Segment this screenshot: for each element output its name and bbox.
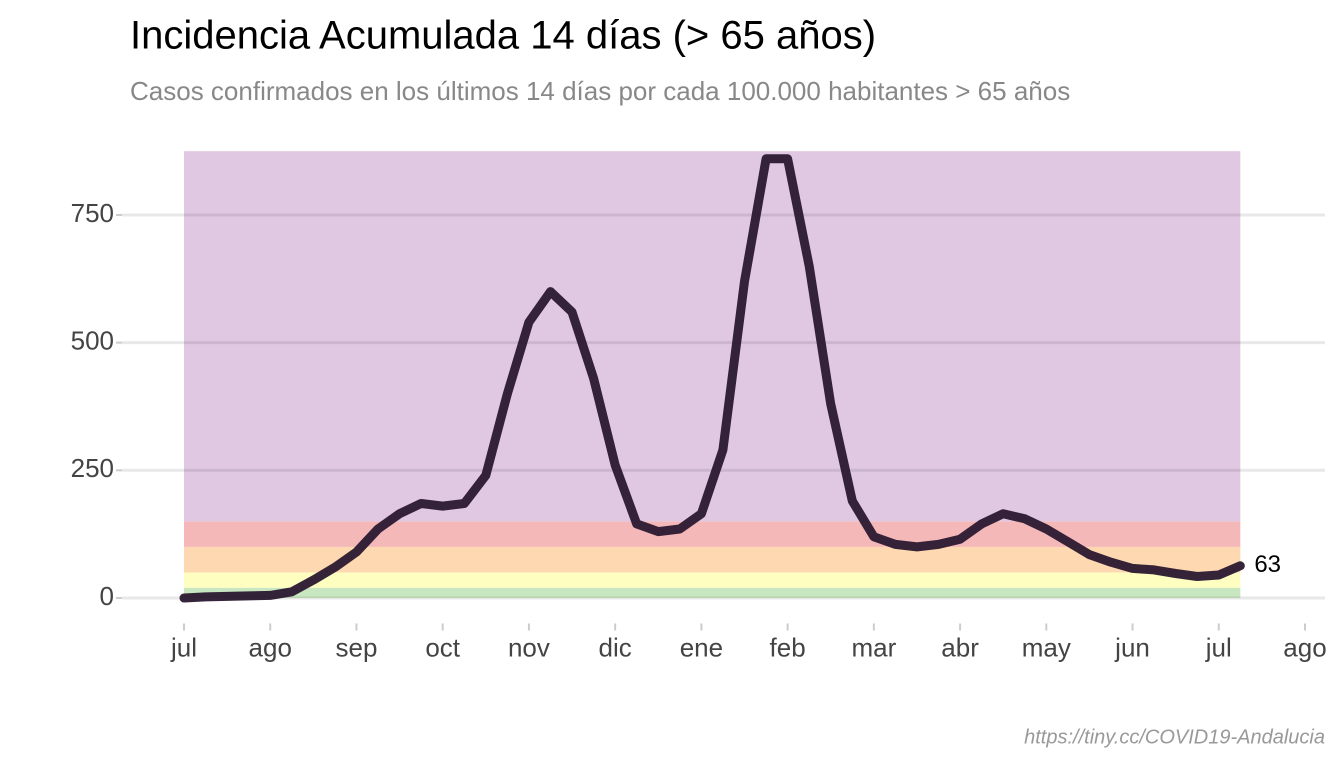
data-line (179, 154, 1245, 603)
x-tick-label: sep (336, 632, 378, 662)
x-tick-label: jul (1205, 632, 1232, 662)
risk-band (184, 572, 1241, 588)
risk-band (184, 151, 1241, 522)
x-tick-label: nov (508, 632, 550, 662)
x-tick-label: jun (1114, 632, 1150, 662)
x-tick-label: jul (170, 632, 197, 662)
chart-title: Incidencia Acumulada 14 días (> 65 años) (130, 14, 876, 58)
x-tick-label: ene (680, 632, 723, 662)
x-tick-label: oct (425, 632, 460, 662)
risk-band (184, 587, 1241, 598)
x-tick-label: dic (599, 632, 632, 662)
risk-band (184, 521, 1241, 547)
x-tick-label: may (1022, 632, 1071, 662)
end-value-label: 63 (1254, 551, 1281, 578)
y-tick-label: 0 (100, 581, 114, 611)
x-tick-label: mar (851, 632, 896, 662)
x-tick-label: ago (1283, 632, 1326, 662)
chart-subtitle: Casos confirmados en los últimos 14 días… (130, 76, 1070, 106)
x-tick-label: abr (941, 632, 979, 662)
y-tick-label: 250 (71, 453, 114, 483)
x-tick-label: ago (249, 632, 292, 662)
y-tick-label: 500 (71, 326, 114, 356)
caption: https://tiny.cc/COVID19-Andalucia (1024, 726, 1325, 748)
y-tick-label: 750 (71, 198, 114, 228)
x-tick-label: feb (770, 632, 806, 662)
